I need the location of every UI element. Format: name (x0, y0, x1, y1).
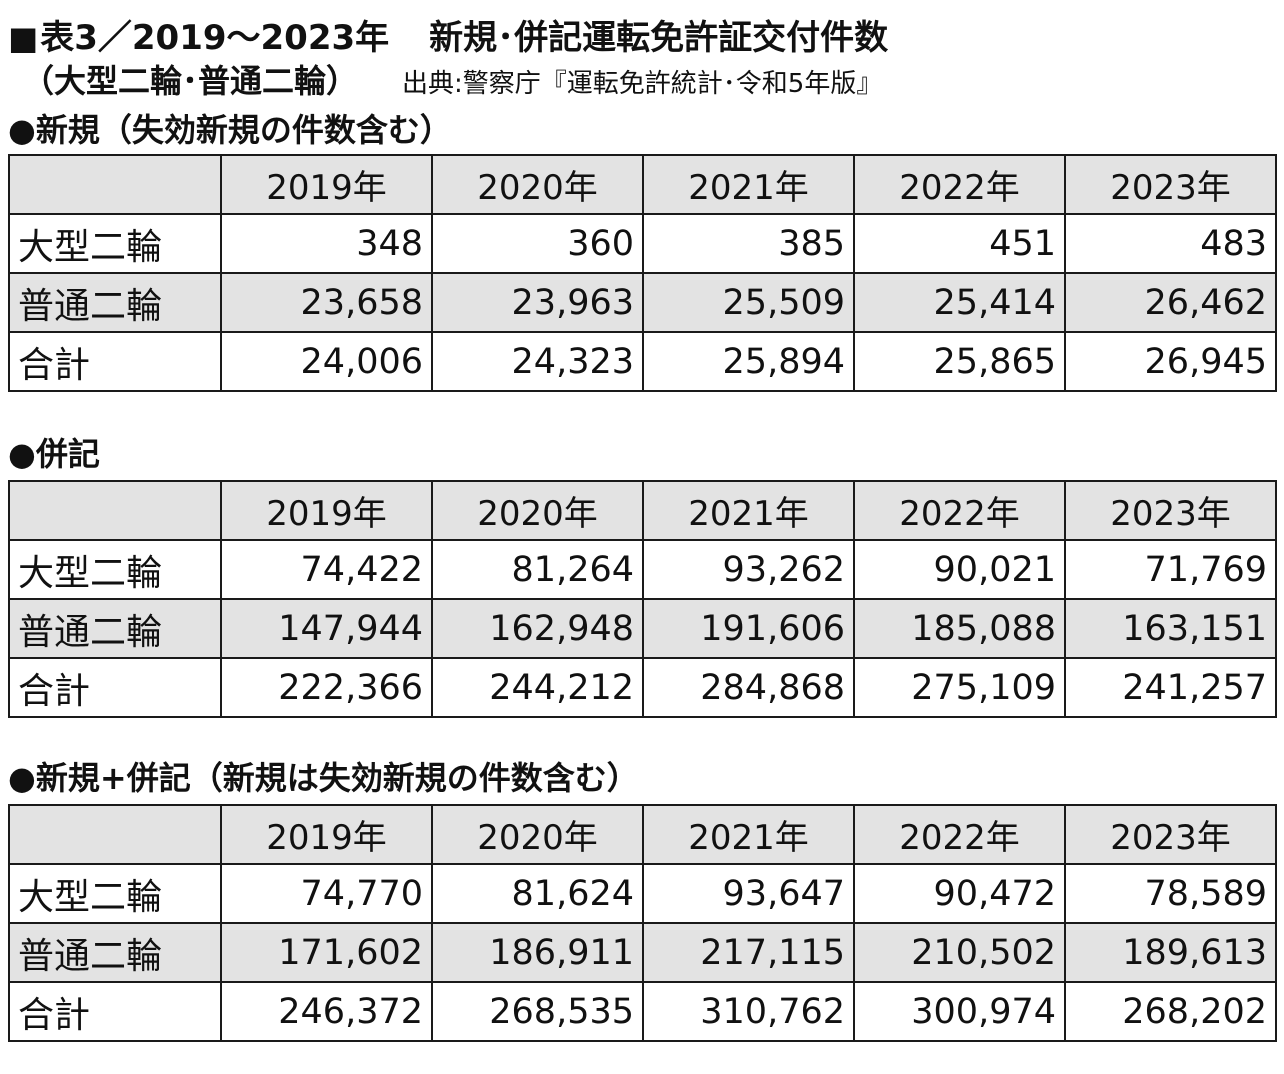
section-title-new: ●新規（失効新規の件数含む） (8, 111, 452, 149)
header-blank-cell (8, 154, 222, 215)
header-year-2021: 2021年 (642, 154, 855, 215)
table-subject: 新規･併記運転免許証交付件数 (429, 18, 889, 58)
table-row: 普通二輪 147,944 162,948 191,606 185,088 163… (8, 598, 1277, 659)
table-header-row: 2019年 2020年 2021年 2022年 2023年 (8, 804, 1277, 865)
value-cell: 81,624 (431, 863, 644, 924)
table-header-row: 2019年 2020年 2021年 2022年 2023年 (8, 480, 1277, 541)
value-cell: 275,109 (853, 657, 1066, 718)
value-cell: 189,613 (1064, 922, 1277, 983)
table-row: 普通二輪 23,658 23,963 25,509 25,414 26,462 (8, 272, 1277, 333)
value-cell: 284,868 (642, 657, 855, 718)
square-bullet-icon: ■ (8, 19, 39, 57)
value-cell: 81,264 (431, 539, 644, 600)
header-year-2023: 2023年 (1064, 804, 1277, 865)
value-cell: 217,115 (642, 922, 855, 983)
value-cell: 74,770 (220, 863, 433, 924)
table-row: 大型二輪 348 360 385 451 483 (8, 213, 1277, 274)
value-cell: 71,769 (1064, 539, 1277, 600)
row-label: 普通二輪 (8, 922, 222, 983)
source-citation: 出典:警察庁『運転免許統計･令和5年版』 (402, 69, 883, 99)
document-subtitle: （大型二輪･普通二輪） 出典:警察庁『運転免許統計･令和5年版』 (8, 56, 1276, 100)
value-cell: 300,974 (853, 981, 1066, 1042)
value-cell: 78,589 (1064, 863, 1277, 924)
value-cell: 147,944 (220, 598, 433, 659)
header-year-2020: 2020年 (431, 154, 644, 215)
value-cell: 191,606 (642, 598, 855, 659)
table-row-total: 合計 222,366 244,212 284,868 275,109 241,2… (8, 657, 1277, 718)
value-cell: 268,202 (1064, 981, 1277, 1042)
value-cell: 26,945 (1064, 331, 1277, 392)
table-row: 大型二輪 74,422 81,264 93,262 90,021 71,769 (8, 539, 1277, 600)
header-year-2020: 2020年 (431, 804, 644, 865)
value-cell: 24,006 (220, 331, 433, 392)
row-label: 大型二輪 (8, 213, 222, 274)
header-blank-cell (8, 804, 222, 865)
value-cell: 360 (431, 213, 644, 274)
value-cell: 90,021 (853, 539, 1066, 600)
value-cell: 451 (853, 213, 1066, 274)
value-cell: 90,472 (853, 863, 1066, 924)
value-cell: 483 (1064, 213, 1277, 274)
value-cell: 26,462 (1064, 272, 1277, 333)
header-year-2020: 2020年 (431, 480, 644, 541)
table-new: 2019年 2020年 2021年 2022年 2023年 大型二輪 348 3… (8, 154, 1277, 392)
row-label: 合計 (8, 981, 222, 1042)
row-label: 合計 (8, 657, 222, 718)
header-year-2021: 2021年 (642, 480, 855, 541)
value-cell: 25,894 (642, 331, 855, 392)
document-title: ■ 表3／2019～2023年 新規･併記運転免許証交付件数 (8, 10, 1276, 58)
value-cell: 93,262 (642, 539, 855, 600)
value-cell: 23,963 (431, 272, 644, 333)
table-combined: 2019年 2020年 2021年 2022年 2023年 大型二輪 74,77… (8, 804, 1277, 1042)
header-year-2023: 2023年 (1064, 480, 1277, 541)
value-cell: 241,257 (1064, 657, 1277, 718)
value-cell: 185,088 (853, 598, 1066, 659)
value-cell: 24,323 (431, 331, 644, 392)
value-cell: 210,502 (853, 922, 1066, 983)
value-cell: 171,602 (220, 922, 433, 983)
value-cell: 385 (642, 213, 855, 274)
value-cell: 222,366 (220, 657, 433, 718)
value-cell: 186,911 (431, 922, 644, 983)
row-label: 普通二輪 (8, 598, 222, 659)
value-cell: 244,212 (431, 657, 644, 718)
table-row: 大型二輪 74,770 81,624 93,647 90,472 78,589 (8, 863, 1277, 924)
header-year-2023: 2023年 (1064, 154, 1277, 215)
value-cell: 25,414 (853, 272, 1066, 333)
value-cell: 268,535 (431, 981, 644, 1042)
row-label: 普通二輪 (8, 272, 222, 333)
table-row: 普通二輪 171,602 186,911 217,115 210,502 189… (8, 922, 1277, 983)
header-year-2022: 2022年 (853, 480, 1066, 541)
table-header-row: 2019年 2020年 2021年 2022年 2023年 (8, 154, 1277, 215)
value-cell: 74,422 (220, 539, 433, 600)
table-row-total: 合計 246,372 268,535 310,762 300,974 268,2… (8, 981, 1277, 1042)
header-year-2021: 2021年 (642, 804, 855, 865)
header-year-2019: 2019年 (220, 804, 433, 865)
value-cell: 348 (220, 213, 433, 274)
header-year-2022: 2022年 (853, 804, 1066, 865)
table-row-total: 合計 24,006 24,323 25,894 25,865 26,945 (8, 331, 1277, 392)
value-cell: 25,865 (853, 331, 1066, 392)
value-cell: 93,647 (642, 863, 855, 924)
value-cell: 162,948 (431, 598, 644, 659)
header-year-2019: 2019年 (220, 154, 433, 215)
table-endorsement: 2019年 2020年 2021年 2022年 2023年 大型二輪 74,42… (8, 480, 1277, 718)
license-categories: （大型二輪･普通二輪） (22, 62, 359, 100)
row-label: 大型二輪 (8, 863, 222, 924)
header-blank-cell (8, 480, 222, 541)
header-year-2019: 2019年 (220, 480, 433, 541)
row-label: 大型二輪 (8, 539, 222, 600)
table-number: 表3／2019～2023年 (40, 18, 390, 58)
header-year-2022: 2022年 (853, 154, 1066, 215)
value-cell: 163,151 (1064, 598, 1277, 659)
value-cell: 310,762 (642, 981, 855, 1042)
row-label: 合計 (8, 331, 222, 392)
section-title-endorsement: ●併記 (8, 435, 100, 473)
value-cell: 246,372 (220, 981, 433, 1042)
section-title-combined: ●新規+併記（新規は失効新規の件数含む） (8, 759, 639, 797)
value-cell: 25,509 (642, 272, 855, 333)
value-cell: 23,658 (220, 272, 433, 333)
